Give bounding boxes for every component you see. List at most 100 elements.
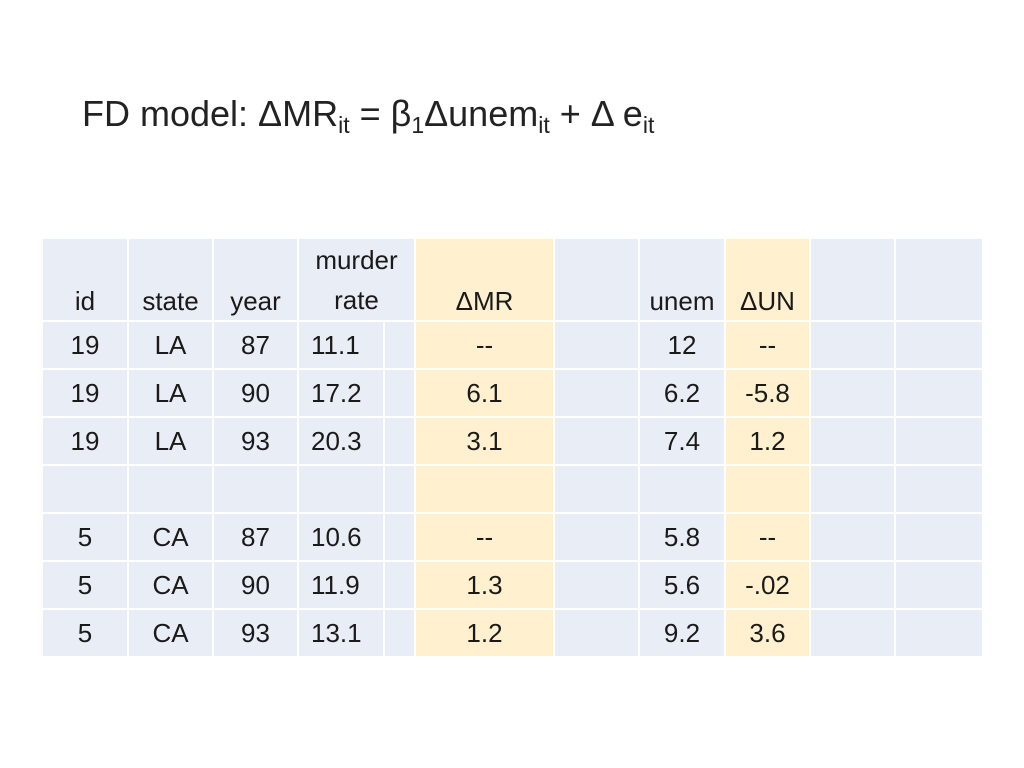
table-cell <box>416 466 553 512</box>
cell-state: LA <box>154 330 187 360</box>
table-cell: 87 <box>214 322 297 368</box>
table-cell: 5.8 <box>640 514 724 560</box>
table-cell: 13.1 <box>299 610 383 656</box>
table-cell <box>726 466 809 512</box>
table-cell: 1.2 <box>726 418 809 464</box>
cell-year: 90 <box>241 378 270 408</box>
data-table: id state year murder rate ΔMR unem ΔUN 19 LA 87 11.… <box>43 239 982 656</box>
table-cell <box>896 322 982 368</box>
cell-murder-rate: 20.3 <box>311 426 362 456</box>
table-cell <box>555 466 638 512</box>
table-cell <box>555 562 638 608</box>
cell-year: 87 <box>241 330 270 360</box>
table-cell: 1.3 <box>416 562 553 608</box>
table-cell: 17.2 <box>299 370 383 416</box>
table-cell: 1.2 <box>416 610 553 656</box>
table-cell: 19 <box>43 322 127 368</box>
cell-murder-rate: 10.6 <box>311 522 362 552</box>
cell-delta-un: -.02 <box>745 570 790 600</box>
table-cell <box>214 466 297 512</box>
header-id: id <box>43 239 127 320</box>
table-cell <box>555 370 638 416</box>
header-unem: unem <box>640 239 724 320</box>
cell-delta-mr: -- <box>475 330 494 360</box>
table-cell <box>555 610 638 656</box>
title-mid-beta: = β <box>349 93 412 134</box>
header-delta-un: ΔUN <box>726 239 809 320</box>
cell-delta-mr: -- <box>475 522 494 552</box>
table-cell <box>811 610 894 656</box>
cell-unem: 5.8 <box>663 522 701 552</box>
table-cell: -- <box>416 322 553 368</box>
cell-year: 93 <box>241 618 270 648</box>
cell-delta-un: -5.8 <box>745 378 790 408</box>
table-cell: CA <box>129 562 212 608</box>
header-blank-a <box>555 239 638 320</box>
table-cell <box>129 466 212 512</box>
table-cell: 20.3 <box>299 418 383 464</box>
cell-state: CA <box>152 618 189 648</box>
cell-delta-un: 3.6 <box>749 618 786 648</box>
header-murder-rate-line1: murder <box>315 245 398 275</box>
cell-delta-un: -- <box>758 522 777 552</box>
title-subscript-beta: 1 <box>411 112 425 138</box>
table-cell <box>385 466 414 512</box>
title-subscript-error: it <box>642 112 655 138</box>
table-cell: 90 <box>214 562 297 608</box>
table-cell: CA <box>129 610 212 656</box>
title-subscript-mr: it <box>338 112 350 138</box>
table-cell <box>811 370 894 416</box>
header-state: state <box>129 239 212 320</box>
table-cell: 6.2 <box>640 370 724 416</box>
cell-delta-un: -- <box>758 330 777 360</box>
table-cell <box>43 466 127 512</box>
cell-state: CA <box>152 522 189 552</box>
table-cell: 11.1 <box>299 322 383 368</box>
table-cell: 7.4 <box>640 418 724 464</box>
cell-delta-mr: 6.1 <box>466 378 503 408</box>
header-delta-mr: ΔMR <box>416 239 553 320</box>
table-cell: -.02 <box>726 562 809 608</box>
header-year: year <box>214 239 297 320</box>
table-cell <box>896 370 982 416</box>
cell-year: 90 <box>241 570 270 600</box>
table-cell <box>811 562 894 608</box>
cell-unem: 6.2 <box>663 378 701 408</box>
header-unem-label: unem <box>649 286 715 316</box>
cell-unem: 9.2 <box>663 618 701 648</box>
header-id-label: id <box>74 286 96 316</box>
table-cell <box>385 562 414 608</box>
table-cell <box>896 418 982 464</box>
header-year-label: year <box>230 286 281 316</box>
table-cell <box>896 514 982 560</box>
table-cell: 10.6 <box>299 514 383 560</box>
table-cell <box>385 610 414 656</box>
table-cell <box>385 370 414 416</box>
table-cell: 9.2 <box>640 610 724 656</box>
table-cell: 12 <box>640 322 724 368</box>
header-blank-b <box>811 239 894 320</box>
table-cell: 3.1 <box>416 418 553 464</box>
table-cell: 5 <box>43 610 127 656</box>
table-cell: -- <box>416 514 553 560</box>
table-cell: 11.9 <box>299 562 383 608</box>
table-cell <box>385 514 414 560</box>
table-cell <box>896 562 982 608</box>
table-cell: -5.8 <box>726 370 809 416</box>
table-cell <box>811 418 894 464</box>
table-cell <box>896 466 982 512</box>
header-murder-rate: murder rate <box>299 239 414 320</box>
table-cell: 87 <box>214 514 297 560</box>
table-cell: 19 <box>43 418 127 464</box>
table-cell <box>385 418 414 464</box>
table-cell <box>896 610 982 656</box>
cell-id: 5 <box>77 618 93 648</box>
table-cell <box>640 466 724 512</box>
header-delta-un-label: ΔUN <box>740 286 795 316</box>
table-cell <box>385 322 414 368</box>
cell-murder-rate: 11.9 <box>311 570 360 600</box>
cell-delta-mr: 3.1 <box>466 426 503 456</box>
table-cell <box>555 418 638 464</box>
cell-year: 93 <box>241 426 270 456</box>
cell-id: 5 <box>77 522 93 552</box>
